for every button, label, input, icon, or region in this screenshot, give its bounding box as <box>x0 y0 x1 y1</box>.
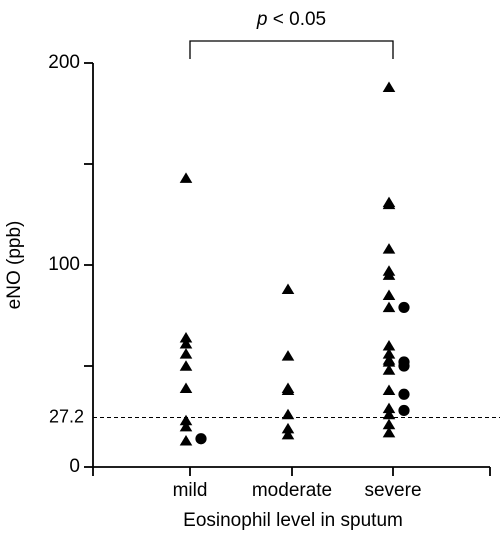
data-point-triangle <box>382 269 396 280</box>
data-point-triangle <box>382 243 396 254</box>
data-point-triangle <box>281 408 295 420</box>
reference-line-label: 27.2 <box>49 406 84 426</box>
data-point-circle <box>398 388 410 400</box>
data-point-triangle <box>179 360 193 371</box>
x-tick-label: severe <box>364 480 421 501</box>
data-point-circle <box>398 404 410 417</box>
data-points <box>179 81 410 446</box>
data-point-triangle <box>382 340 396 351</box>
data-point-triangle <box>382 418 396 430</box>
data-point-triangle <box>382 356 396 367</box>
data-point-triangle <box>382 81 396 92</box>
data-point-triangle <box>179 382 193 393</box>
data-point-triangle <box>382 301 396 313</box>
data-point-circle <box>195 433 207 445</box>
data-point-triangle <box>281 422 295 434</box>
significance-p: p <box>256 9 268 30</box>
y-tick-label: 0 <box>69 456 80 477</box>
data-point-triangle <box>382 384 396 395</box>
x-axis: mild moderate severe <box>92 466 491 501</box>
y-axis: 0 100 200 <box>48 52 94 477</box>
data-point-triangle <box>382 408 396 420</box>
y-axis-label: eNO (ppb) <box>4 221 25 310</box>
y-tick-label: 100 <box>48 254 80 275</box>
significance-bracket: p < 0.05 <box>189 9 394 59</box>
data-point-triangle <box>382 402 396 414</box>
reference-line: 27.2 <box>49 406 500 426</box>
x-axis-label: Eosinophil level in sputum <box>183 510 403 531</box>
data-point-triangle <box>179 331 193 343</box>
data-point-triangle <box>179 434 193 446</box>
data-point-triangle <box>382 426 396 438</box>
data-point-triangle <box>281 384 295 395</box>
data-point-triangle <box>281 428 295 440</box>
data-point-triangle <box>281 283 295 294</box>
data-point-triangle <box>179 420 193 432</box>
data-point-triangle <box>382 364 396 375</box>
significance-label: p < 0.05 <box>256 9 326 30</box>
data-point-triangle <box>179 172 193 183</box>
data-point-triangle <box>179 414 193 426</box>
data-point-triangle <box>382 348 396 359</box>
y-tick-label: 200 <box>48 52 80 73</box>
data-point-triangle <box>281 350 295 361</box>
data-point-triangle <box>382 198 396 210</box>
data-point-triangle <box>179 338 193 349</box>
significance-text: < 0.05 <box>267 9 326 30</box>
data-point-triangle <box>179 348 193 359</box>
x-tick-label: mild <box>173 480 208 501</box>
data-point-triangle <box>382 289 396 301</box>
data-point-circle <box>398 301 410 314</box>
data-point-circle <box>398 360 410 372</box>
x-tick-label: moderate <box>252 480 332 501</box>
